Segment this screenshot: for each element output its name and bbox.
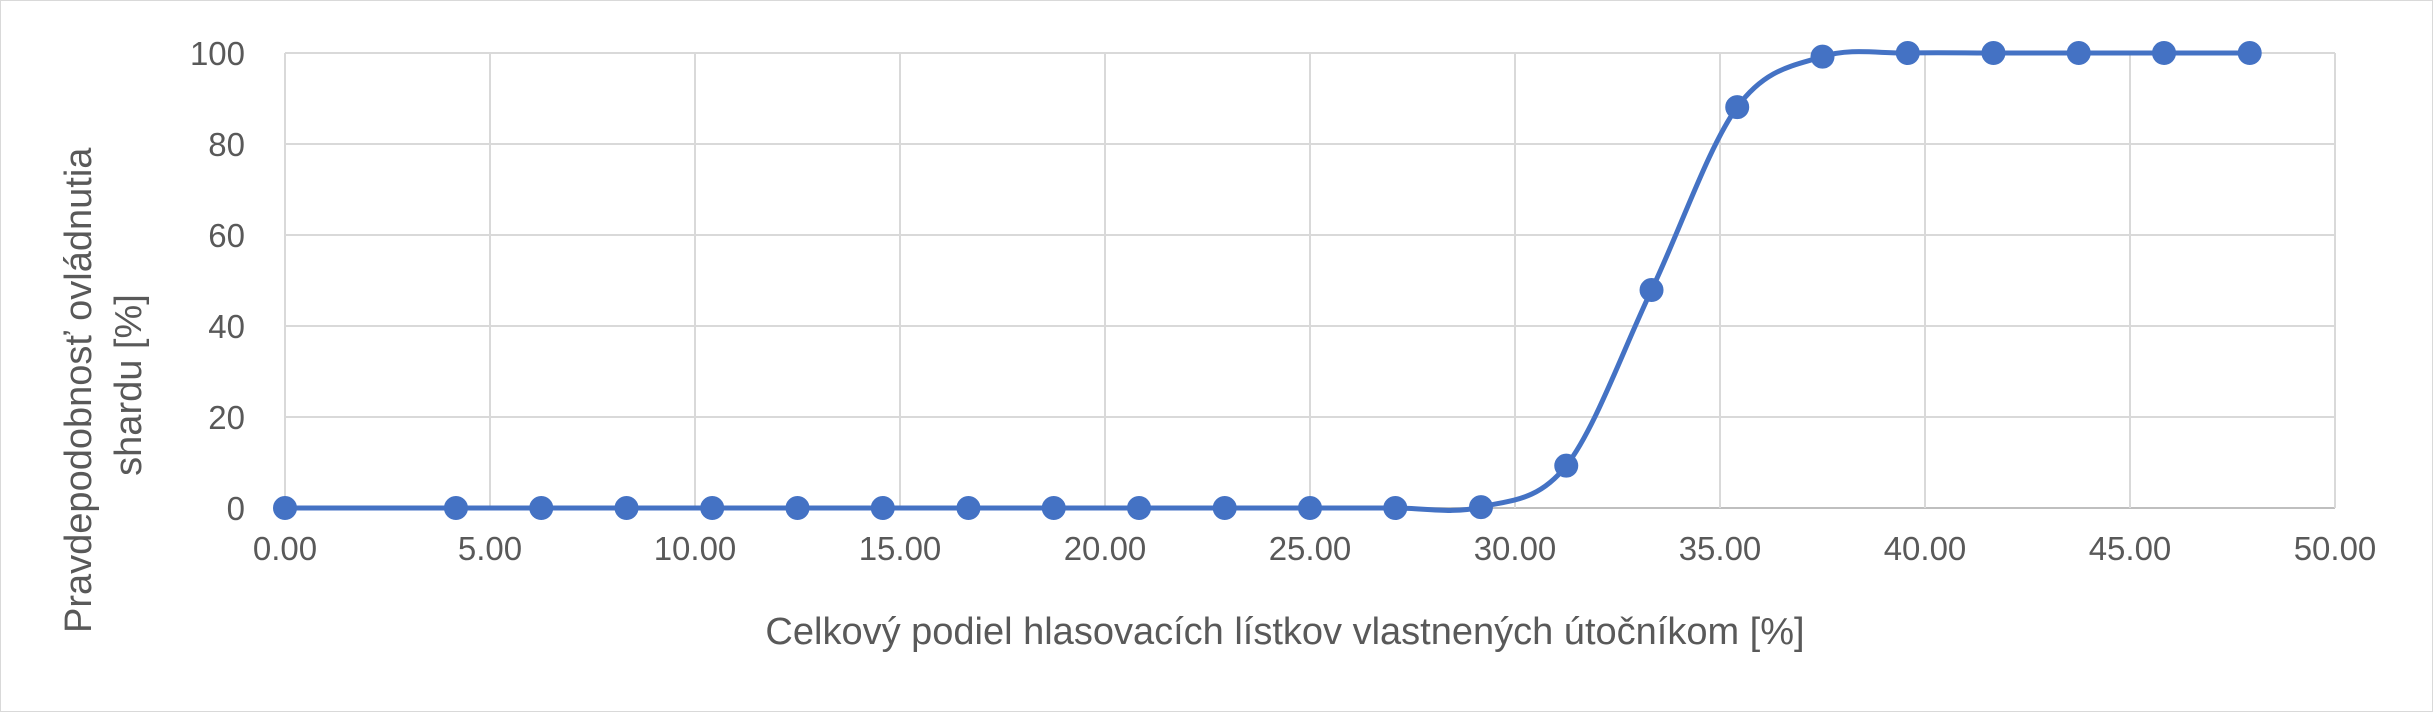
- x-tick-label: 45.00: [2089, 530, 2172, 567]
- y-tick-label: 100: [190, 35, 245, 72]
- gridlines: [284, 52, 2336, 509]
- data-point: [443, 496, 468, 520]
- data-point: [1810, 44, 1835, 69]
- series-layer: [273, 41, 2262, 520]
- data-point: [529, 496, 554, 520]
- x-tick-label: 50.00: [2294, 530, 2377, 567]
- data-point: [1212, 496, 1237, 520]
- data-point: [1127, 496, 1152, 520]
- data-point: [956, 496, 981, 520]
- x-tick-label: 0.00: [253, 530, 317, 567]
- data-point: [1383, 496, 1408, 520]
- x-tick-label: 40.00: [1884, 530, 1967, 567]
- y-tick-label: 40: [208, 308, 245, 345]
- data-point: [614, 496, 639, 520]
- x-tick-label: 5.00: [458, 530, 522, 567]
- data-point: [1725, 95, 1750, 120]
- x-tick-label: 15.00: [859, 530, 942, 567]
- series-line: [282, 49, 2253, 513]
- x-tick-label: 20.00: [1064, 530, 1147, 567]
- y-tick-label: 20: [208, 399, 245, 436]
- y-axis-title: Pravdepodobnosť ovládnutia shardu [%]: [58, 137, 150, 633]
- x-axis-title: Celkový podiel hlasovacích lístkov vlast…: [765, 611, 1804, 653]
- x-tick-label: 30.00: [1474, 530, 1557, 567]
- data-point: [700, 496, 725, 520]
- data-point: [1981, 41, 2006, 65]
- data-point: [1468, 495, 1493, 520]
- x-tick-label: 25.00: [1269, 530, 1352, 567]
- data-point: [2237, 41, 2262, 65]
- y-tick-label: 60: [208, 217, 245, 254]
- data-point: [273, 496, 297, 520]
- x-axis-ticks: 0.00 5.00 10.00 15.00 20.00 25.00 30.00 35.00 40…: [253, 530, 2376, 567]
- data-point: [870, 496, 895, 520]
- data-point: [1041, 496, 1066, 520]
- y-axis-ticks: 0 20 40 60 80 100: [190, 35, 245, 527]
- data-point: [2066, 41, 2091, 65]
- data-point: [785, 496, 810, 520]
- x-tick-label: 10.00: [654, 530, 737, 567]
- data-point: [2152, 41, 2177, 65]
- y-axis-title-line-2: shardu [%]: [108, 294, 150, 476]
- data-point: [1298, 496, 1322, 520]
- y-tick-label: 0: [227, 490, 245, 527]
- data-point: [1554, 453, 1579, 478]
- x-tick-label: 35.00: [1679, 530, 1762, 567]
- y-axis-title-line-1: Pravdepodobnosť ovládnutia: [58, 147, 100, 633]
- data-point: [1895, 41, 1920, 65]
- data-point: [1639, 278, 1664, 303]
- y-tick-label: 80: [208, 126, 245, 163]
